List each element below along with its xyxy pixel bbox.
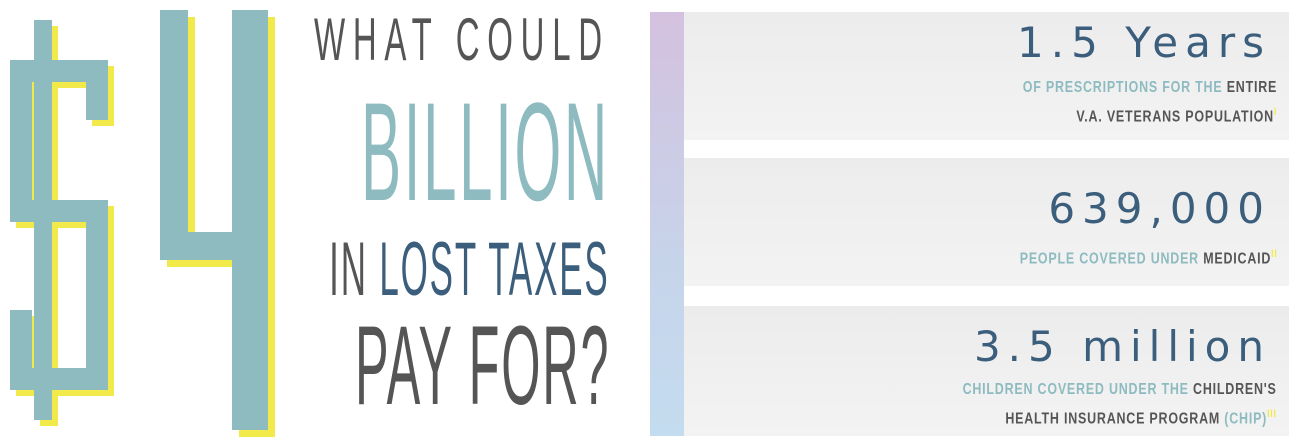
fact-card: 639,000 PEOPLE COVERED UNDER MEDICAIDII: [684, 158, 1289, 286]
fact-card: 3.5 million CHILDREN COVERED UNDER THE C…: [684, 306, 1289, 436]
headline-in: IN: [329, 227, 380, 312]
fact-figure: 1.5 Years: [1017, 18, 1271, 67]
headline-amount: [0, 0, 300, 440]
fact-figure: 3.5 million: [973, 322, 1271, 371]
headline-line-pay-for: PAY FOR?: [354, 303, 610, 428]
footnote-ref: II: [1270, 248, 1277, 260]
amount-graphic: [10, 10, 275, 437]
headline-line-what-could: WHAT COULD: [314, 6, 610, 73]
dollar-sign-glyph: [10, 20, 108, 420]
digit-four-glyph: [160, 10, 268, 430]
fact-description: OF PRESCRIPTIONS FOR THE ENTIRE V.A. VET…: [1022, 79, 1277, 126]
facts-accent-bar: [650, 12, 684, 436]
facts-panel: 1.5 Years OF PRESCRIPTIONS FOR THE ENTIR…: [650, 12, 1289, 436]
fact-description: CHILDREN COVERED UNDER THE CHILDREN'S HE…: [962, 381, 1277, 428]
headline-line-billion: BILLION: [361, 73, 610, 230]
footnote-ref: III: [1267, 408, 1277, 420]
fact-figure: 639,000: [1048, 184, 1271, 233]
headline-line-lost-taxes: IN LOST TAXES: [330, 232, 610, 308]
footnote-ref: I: [1273, 106, 1277, 118]
fact-description: PEOPLE COVERED UNDER MEDICAIDII: [1019, 248, 1277, 268]
headline-lost-taxes: LOST TAXES: [379, 227, 610, 312]
fact-card: 1.5 Years OF PRESCRIPTIONS FOR THE ENTIR…: [684, 12, 1289, 140]
headline-question: WHAT COULD BILLION IN LOST TAXES PAY FOR…: [310, 8, 610, 433]
